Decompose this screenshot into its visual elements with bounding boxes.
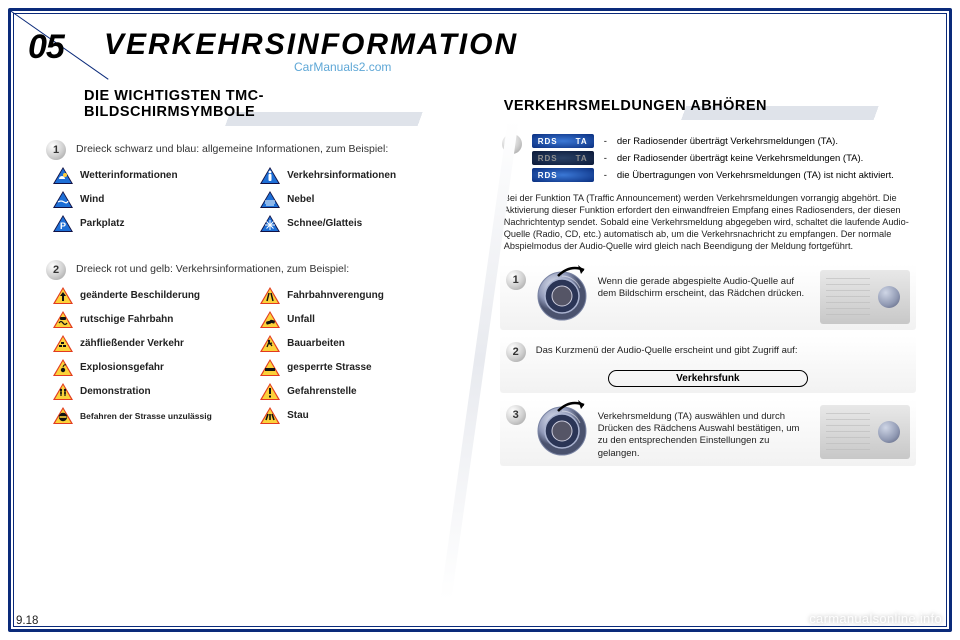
warn-item: Explosionsgefahr [52, 358, 251, 377]
verkehrsfunk-pill: Verkehrsfunk [608, 370, 808, 387]
blue-item: Wetterinformationen [52, 166, 251, 185]
warn-item: Demonstration [52, 382, 251, 401]
warn-item-label: Befahren der Strasse unzulässig [80, 411, 212, 421]
rds-rows: RDSTA-der Radiosender überträgt Verkehrs… [532, 134, 914, 185]
left-lead-1-text: Dreieck schwarz und blau: allgemeine Inf… [76, 140, 388, 155]
watermark-top: CarManuals2.com [294, 60, 391, 74]
warn-item: Bauarbeiten [259, 334, 458, 353]
rds-badge-icon: RDS [532, 168, 594, 182]
warn-item-label: zähfließender Verkehr [80, 338, 184, 349]
left-lead-1: 1 Dreieck schwarz und blau: allgemeine I… [46, 140, 458, 160]
right-step-2-icon: 2 [506, 342, 526, 362]
rds-text: der Radiosender überträgt Verkehrsmeldun… [617, 136, 914, 147]
left-block-1: 1 Dreieck schwarz und blau: allgemeine I… [44, 136, 460, 236]
warn-item-label: Explosionsgefahr [80, 362, 164, 373]
step-1-text: Wenn die gerade abgespielte Audio-Quelle… [598, 270, 810, 301]
warn-item-label: Fahrbahnverengung [287, 290, 384, 301]
page-border: 05 VERKEHRSINFORMATION CarManuals2.com D… [8, 8, 952, 632]
blue-item-label: Schnee/Glatteis [287, 218, 362, 229]
rds-row: RDS-die Übertragungen von Verkehrsmeldun… [532, 168, 914, 182]
warn-item: zähfließender Verkehr [52, 334, 251, 353]
blue-item: Nebel [259, 190, 458, 209]
warn-item-label: gesperrte Strasse [287, 362, 372, 373]
blue-item: Verkehrsinformationen [259, 166, 458, 185]
rds-row: RDSTA-der Radiosender überträgt keine Ve… [532, 151, 914, 165]
warn-item-label: Unfall [287, 314, 315, 325]
left-lead-2: 2 Dreieck rot und gelb: Verkehrsinformat… [46, 260, 458, 280]
step-row-1: 1 Wenn die gerade abgespielte Audio-Quel… [500, 264, 916, 330]
svg-text:P: P [60, 221, 66, 231]
warn-item: Befahren der Strasse unzulässig [52, 406, 251, 425]
warn-item-label: Gefahrenstelle [287, 386, 356, 397]
rds-badge-icon: RDSTA [532, 134, 594, 148]
right-title: VERKEHRSMELDUNGEN ABHÖREN [504, 98, 767, 114]
arrow-3-icon [554, 397, 594, 420]
rds-dash: - [604, 170, 607, 181]
left-column: DIE WICHTIGSTEN TMC-BILDSCHIRMSYMBOLE 1 … [44, 84, 460, 610]
left-title-l2: BILDSCHIRMSYMBOLE [84, 104, 255, 120]
mini-panel-1-icon [820, 270, 910, 324]
blue-item-label: Nebel [287, 194, 314, 205]
right-column: VERKEHRSMELDUNGEN ABHÖREN i RDSTA-der Ra… [500, 84, 916, 610]
warn-icon-grid: geänderte Beschilderung Fahrbahnverengung… [46, 286, 458, 425]
inner-border: 05 VERKEHRSINFORMATION CarManuals2.com D… [13, 13, 947, 627]
warn-item-label: geänderte Beschilderung [80, 290, 200, 301]
left-title-l1: DIE WICHTIGSTEN TMC- [84, 88, 264, 104]
mini-panel-3-icon [820, 405, 910, 459]
rds-text: der Radiosender überträgt keine Verkehrs… [617, 153, 914, 164]
page-number: 9.18 [14, 615, 38, 627]
rds-row: RDSTA-der Radiosender überträgt Verkehrs… [532, 134, 914, 148]
step-row-3: 3 Verkehrsmeldung (TA) auswählen und dur… [500, 399, 916, 466]
step-3-text: Verkehrsmeldung (TA) auswählen und durch… [598, 405, 810, 460]
blue-item-label: Wind [80, 194, 104, 205]
step-row-2: 2 Das Kurzmenü der Audio-Quelle erschein… [500, 336, 916, 393]
blue-item-label: Wetterinformationen [80, 170, 178, 181]
watermark-bottom-right: carmanualsonline.info [809, 611, 942, 626]
warn-item-label: Stau [287, 410, 309, 421]
right-step-3-icon: 3 [506, 405, 526, 425]
rds-dash: - [604, 136, 607, 147]
right-section-title: VERKEHRSMELDUNGEN ABHÖREN [500, 84, 916, 120]
warn-item: gesperrte Strasse [259, 358, 458, 377]
rds-text: die Übertragungen von Verkehrsmeldungen … [617, 170, 914, 181]
chapter-title: VERKEHRSINFORMATION [104, 28, 518, 62]
warn-item-label: rutschige Fahrbahn [80, 314, 173, 325]
rds-block: i RDSTA-der Radiosender überträgt Verkeh… [500, 130, 916, 256]
ta-paragraph: Bei der Funktion TA (Traffic Announcemen… [502, 193, 914, 253]
rds-badge-icon: RDSTA [532, 151, 594, 165]
arrow-1-icon [554, 262, 594, 285]
blue-item: P Parkplatz [52, 214, 251, 233]
warn-item: geänderte Beschilderung [52, 286, 251, 305]
left-block-2: 2 Dreieck rot und gelb: Verkehrsinformat… [44, 256, 460, 428]
left-lead-2-text: Dreieck rot und gelb: Verkehrsinformatio… [76, 260, 349, 275]
warn-item: Stau [259, 406, 458, 425]
blue-icon-grid: Wetterinformationen Verkehrsinformationen… [46, 166, 458, 233]
step-2-text: Das Kurzmenü der Audio-Quelle erscheint … [536, 342, 798, 357]
left-section-title: DIE WICHTIGSTEN TMC-BILDSCHIRMSYMBOLE [44, 84, 460, 126]
right-step-1-icon: 1 [506, 270, 526, 290]
step-num-2-icon: 2 [46, 260, 66, 280]
body: DIE WICHTIGSTEN TMC-BILDSCHIRMSYMBOLE 1 … [44, 84, 916, 610]
warn-item-label: Bauarbeiten [287, 338, 345, 349]
warn-item: rutschige Fahrbahn [52, 310, 251, 329]
warn-item: Gefahrenstelle [259, 382, 458, 401]
warn-item: Unfall [259, 310, 458, 329]
blue-item-label: Verkehrsinformationen [287, 170, 396, 181]
step-num-1-icon: 1 [46, 140, 66, 160]
blue-item: Schnee/Glatteis [259, 214, 458, 233]
blue-item: Wind [52, 190, 251, 209]
rds-dash: - [604, 153, 607, 164]
chapter-number: 05 [28, 28, 64, 67]
blue-item-label: Parkplatz [80, 218, 124, 229]
warn-item: Fahrbahnverengung [259, 286, 458, 305]
warn-item-label: Demonstration [80, 386, 151, 397]
